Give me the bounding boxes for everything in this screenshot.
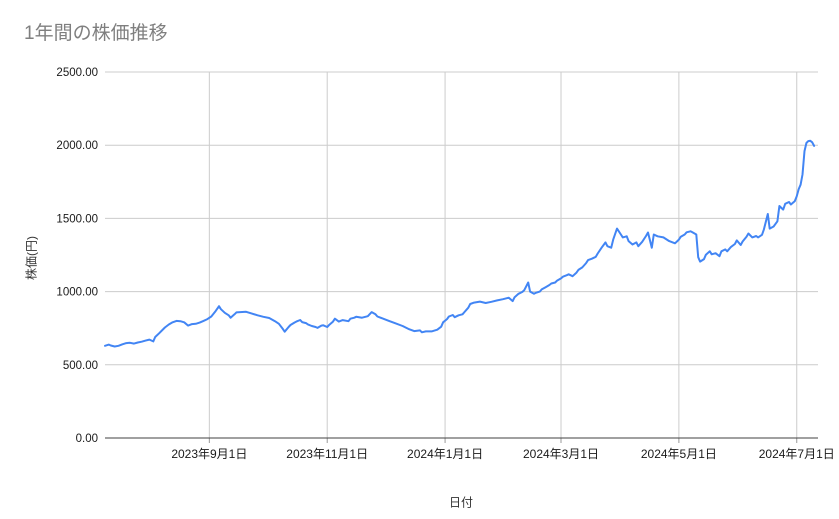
y-tick-label: 2500.00: [56, 67, 98, 79]
x-axis-title: 日付: [448, 495, 474, 510]
y-tick-label: 1500.00: [56, 213, 98, 225]
x-tick-label: 2024年3月1日: [523, 447, 599, 461]
y-tick-label: 1000.00: [56, 287, 98, 299]
y-tick-label: 0.00: [76, 433, 98, 445]
x-tick-label: 2024年5月1日: [641, 447, 717, 461]
x-tick-label: 2024年7月1日: [759, 447, 835, 461]
price-line-series: [104, 139, 816, 348]
chart-title: 1年間の株価推移: [24, 23, 168, 44]
y-tick-label: 500.00: [63, 360, 98, 372]
x-tick-label: 2023年11月1日: [286, 447, 368, 461]
y-tick-label: 2000.00: [56, 140, 98, 152]
x-tick-label: 2023年9月1日: [171, 447, 247, 461]
x-tick-label: 2024年1月1日: [407, 447, 483, 461]
